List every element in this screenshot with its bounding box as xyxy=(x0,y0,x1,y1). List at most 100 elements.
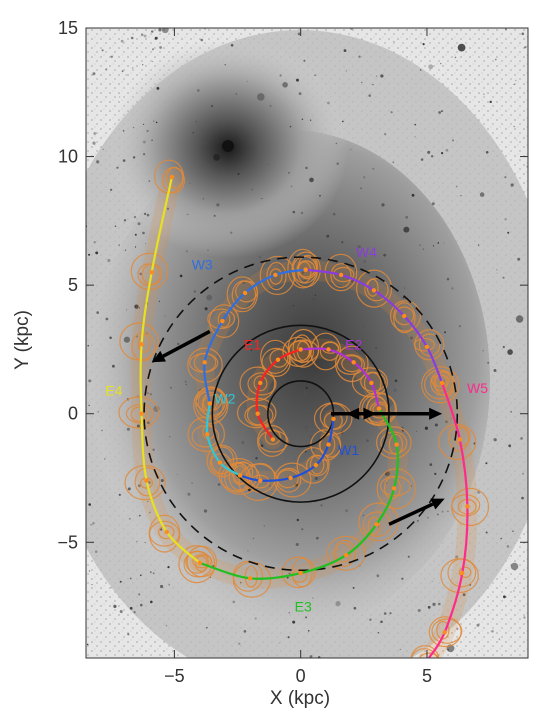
contour-E3 xyxy=(379,475,411,497)
star xyxy=(295,543,299,546)
contour-E4 xyxy=(183,550,213,578)
x-axis-label: X (kpc) xyxy=(270,688,330,709)
arm-point-w5 xyxy=(425,658,429,662)
star xyxy=(523,616,526,619)
star xyxy=(297,260,299,262)
contour-W4 xyxy=(364,277,389,302)
arm-point-w4 xyxy=(338,272,344,278)
star xyxy=(452,139,454,142)
star xyxy=(278,642,280,644)
star xyxy=(243,630,247,633)
star xyxy=(147,501,149,503)
star xyxy=(431,580,433,582)
star xyxy=(504,176,507,179)
star xyxy=(187,492,191,496)
star xyxy=(152,60,154,63)
star xyxy=(107,258,111,263)
star xyxy=(301,118,304,121)
contour-W4 xyxy=(297,254,318,280)
star xyxy=(110,188,113,191)
companion-core xyxy=(222,140,234,152)
star xyxy=(402,296,405,299)
star xyxy=(222,325,224,326)
star xyxy=(185,383,187,385)
star xyxy=(123,336,130,343)
arm-point-e4 xyxy=(149,270,154,275)
arm-point-w5 xyxy=(465,504,470,509)
star xyxy=(88,503,91,506)
star xyxy=(146,130,149,132)
star xyxy=(312,597,314,599)
arm-label-w1: W1 xyxy=(338,442,359,458)
arm-point-w5 xyxy=(439,380,445,386)
star xyxy=(487,361,490,364)
star xyxy=(326,234,330,238)
star xyxy=(88,253,91,256)
star xyxy=(485,151,489,154)
contour-W5 xyxy=(431,374,450,387)
star xyxy=(296,78,299,82)
star xyxy=(241,441,245,444)
star xyxy=(166,207,170,210)
star xyxy=(258,255,262,259)
star xyxy=(309,177,314,183)
contour-E3 xyxy=(361,392,398,427)
star xyxy=(513,83,515,85)
star xyxy=(95,251,99,255)
arm-labels: W1 W2 W3 W4 W5 E1 E2 E3 E4 xyxy=(105,244,488,615)
arm-point-w5 xyxy=(457,437,462,442)
star xyxy=(179,274,183,278)
arm-point-e3 xyxy=(376,406,382,411)
star xyxy=(315,536,319,540)
contour-E2 xyxy=(363,372,382,395)
contour-E1 xyxy=(257,425,288,458)
arm-point-e2 xyxy=(298,347,303,352)
star xyxy=(263,525,265,527)
star xyxy=(131,67,134,69)
star xyxy=(524,46,527,49)
star xyxy=(137,222,141,226)
star xyxy=(118,244,120,246)
star xyxy=(129,606,133,610)
star xyxy=(88,379,92,383)
arm-e3 xyxy=(199,408,399,580)
arm-point-w1 xyxy=(326,442,331,447)
star xyxy=(342,120,344,123)
contour-E1 xyxy=(288,340,311,362)
star xyxy=(513,125,515,128)
star xyxy=(495,58,497,61)
star xyxy=(297,32,301,36)
star xyxy=(350,148,352,151)
star xyxy=(105,68,108,71)
star xyxy=(441,152,444,155)
star xyxy=(200,38,204,42)
star xyxy=(498,638,500,640)
x-tick-label: 0 xyxy=(296,666,306,686)
star xyxy=(431,202,435,206)
star xyxy=(513,590,515,592)
star xyxy=(462,593,466,597)
star xyxy=(305,386,308,389)
star xyxy=(151,30,154,33)
star xyxy=(132,156,136,159)
star xyxy=(158,28,162,32)
contour-W5 xyxy=(410,648,439,658)
star xyxy=(515,315,524,323)
star xyxy=(493,438,497,442)
y-tick-label: 5 xyxy=(68,275,78,295)
star xyxy=(232,600,236,604)
star xyxy=(90,524,92,526)
star xyxy=(207,249,209,251)
star xyxy=(149,511,151,514)
star xyxy=(134,246,137,248)
contour-W5 xyxy=(418,652,440,658)
star xyxy=(206,626,208,629)
star xyxy=(363,260,367,263)
star xyxy=(151,139,153,141)
contour-E4 xyxy=(148,520,180,547)
star xyxy=(351,279,354,283)
y-axis-label: Y (kpc) xyxy=(12,310,33,370)
star xyxy=(402,429,404,432)
star xyxy=(314,294,316,296)
star xyxy=(143,123,145,125)
